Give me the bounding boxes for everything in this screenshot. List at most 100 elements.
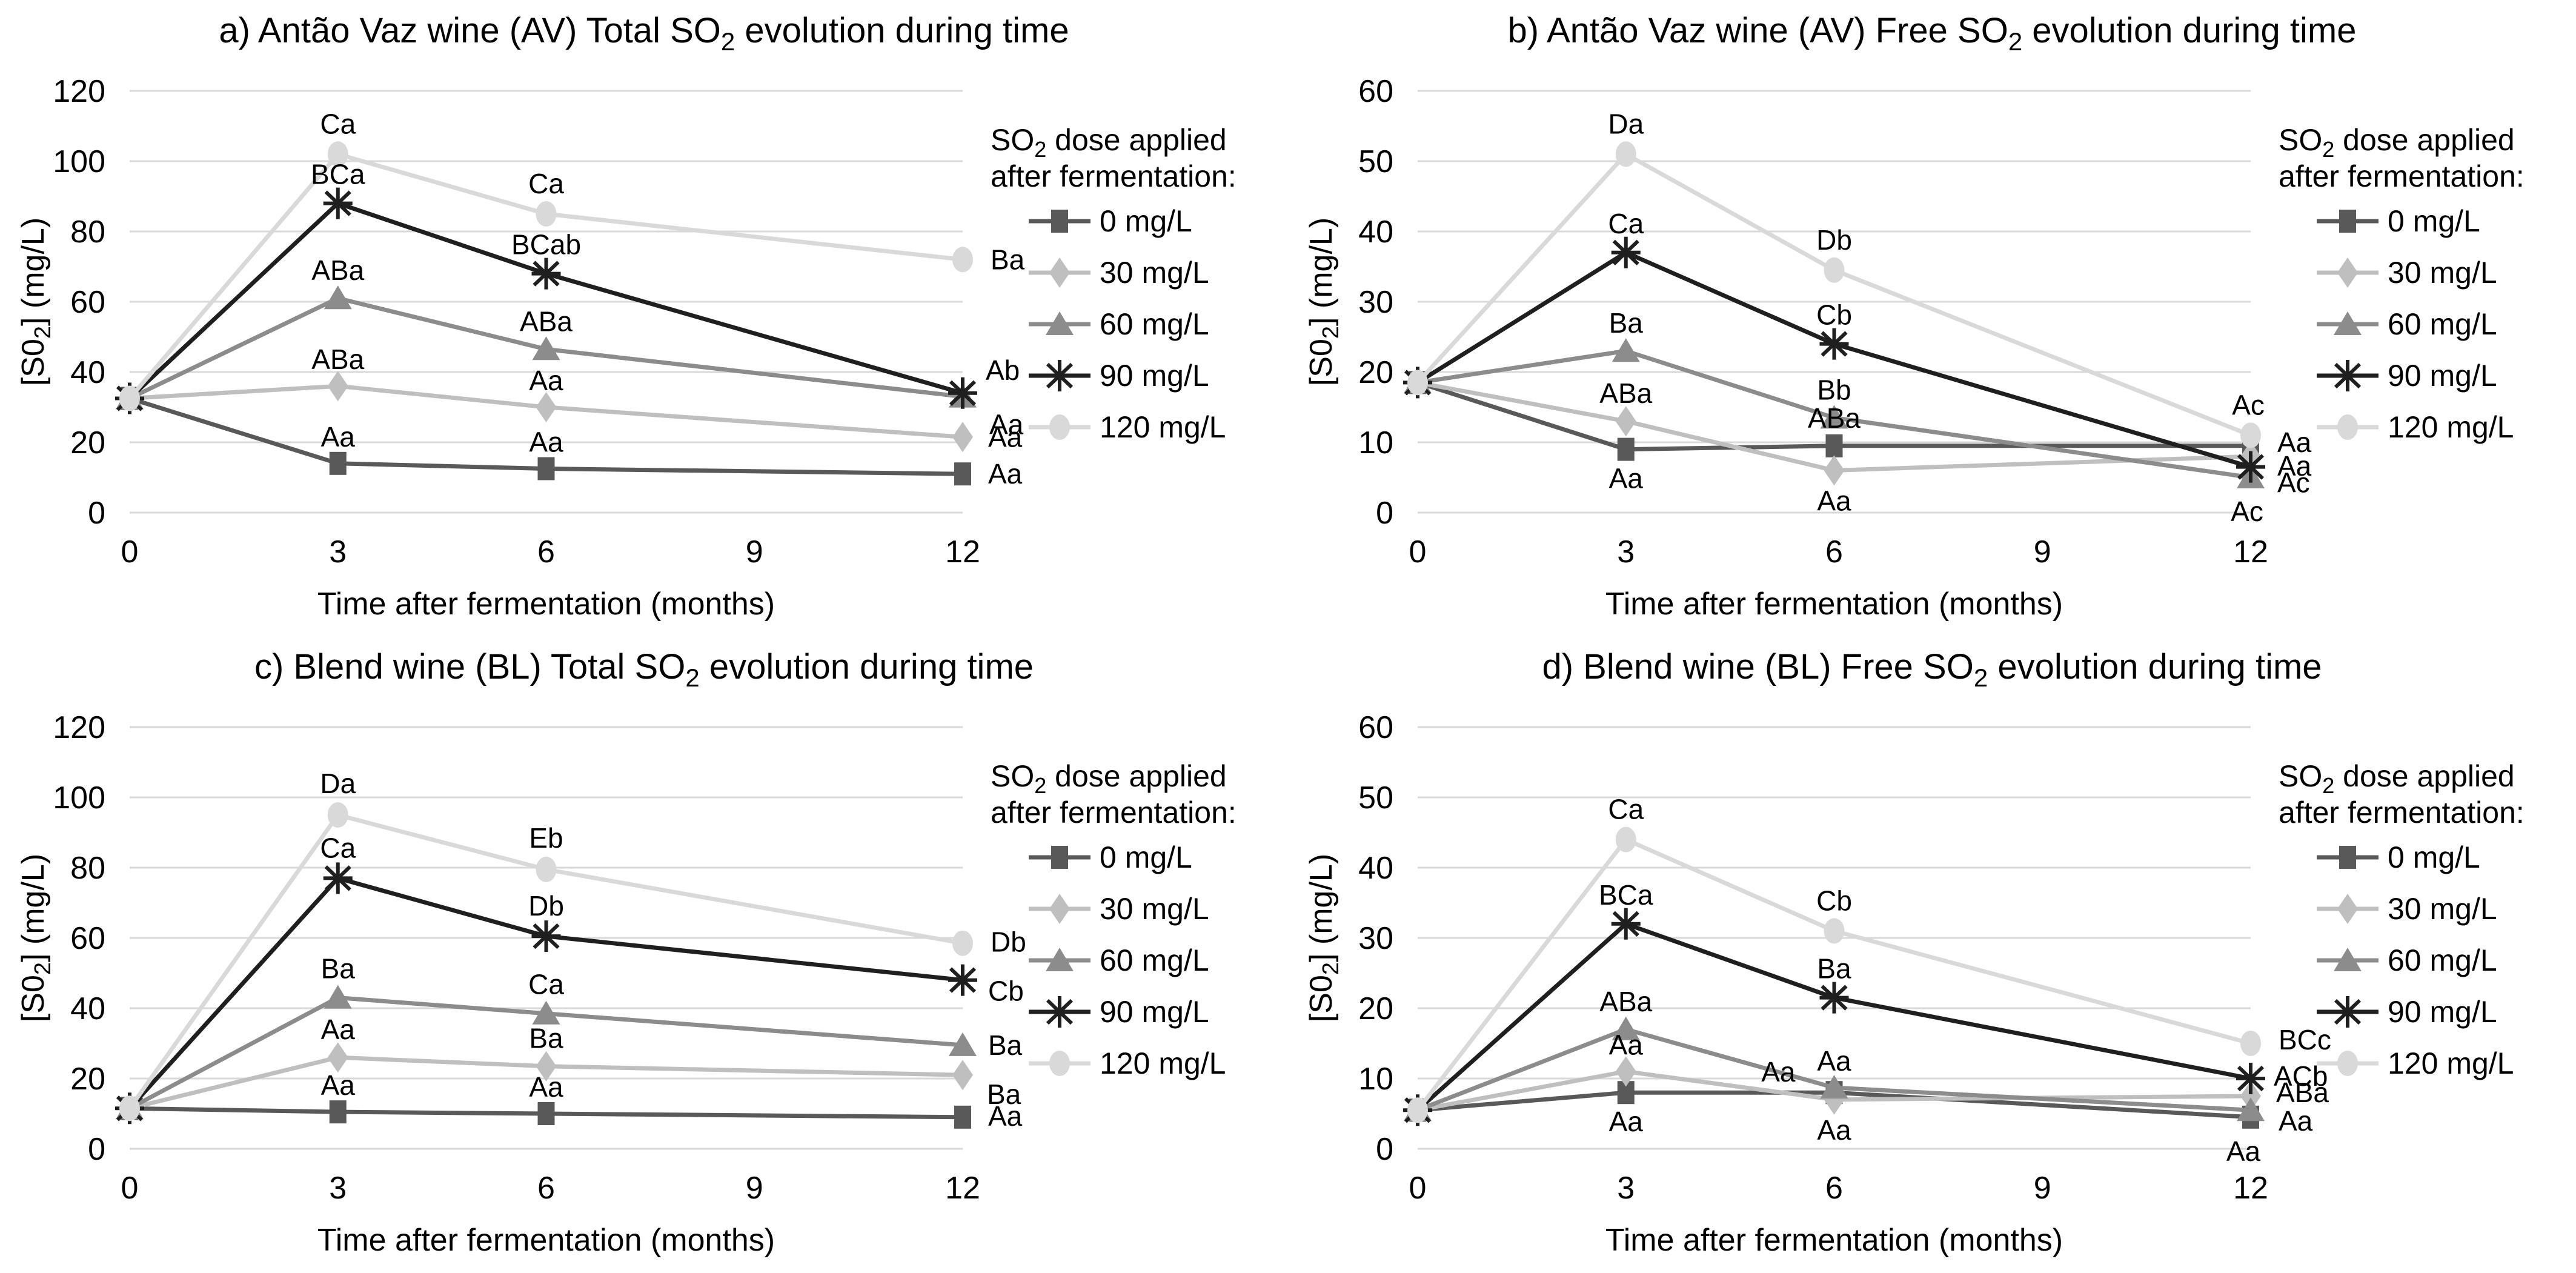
legend-item: 30 mg/L [1029, 256, 1209, 290]
y-axis-title: [S02] (mg/L) [16, 218, 56, 386]
marker-square [954, 1105, 971, 1129]
point-label: Ba [1817, 953, 1851, 985]
chart-a-svg: 0 20 40 60 80 100 120 0 3 6 9 12 Time after fermenta… [16, 11, 1237, 622]
circle-marker-shape [1407, 1097, 1428, 1123]
marker-diamond [952, 1060, 973, 1091]
diamond-marker-shape [2240, 1081, 2261, 1111]
legend-item-label: 60 mg/L [1100, 943, 1209, 977]
x-axis-tick-label: 6 [1825, 534, 1843, 570]
legend-item-label: 30 mg/L [2388, 256, 2497, 290]
legend-item-label: 90 mg/L [1100, 359, 1209, 393]
circle-marker-shape [1615, 141, 1636, 167]
circle-marker-shape [1824, 918, 1845, 944]
legend-title-line1: SO2 dose applied [2279, 123, 2515, 162]
point-label: BCa [1599, 879, 1653, 911]
marker-diamond [1615, 406, 1636, 437]
x-axis-tick-label: 3 [1617, 534, 1635, 570]
point-label: Ca [528, 168, 564, 199]
marker-triangle [2237, 1097, 2265, 1122]
triangle-marker-shape [1046, 311, 1074, 335]
point-label: Aa [1609, 1106, 1644, 1137]
marker-star [948, 377, 977, 409]
point-label: Aa [2279, 1105, 2313, 1137]
marker-star [2333, 360, 2362, 391]
point-label: Ca [1608, 794, 1644, 825]
diamond-marker-shape [2337, 258, 2358, 288]
marker-square [537, 457, 555, 480]
marker-triangle [532, 1000, 560, 1025]
marker-circle [2240, 422, 2261, 448]
marker-circle [1615, 826, 1636, 853]
legend-item-label: 120 mg/L [2388, 410, 2514, 444]
marker-star [1045, 996, 1074, 1028]
marker-diamond [2337, 258, 2358, 288]
marker-square [1051, 846, 1068, 869]
point-label: Ca [1608, 208, 1644, 239]
x-axis-tick-label: 0 [1409, 1171, 1427, 1206]
y-axis-tick-label: 120 [53, 710, 105, 745]
marker-square [1051, 210, 1068, 233]
legend-item-label: 120 mg/L [1100, 1046, 1226, 1080]
legend-item: 30 mg/L [1029, 892, 1209, 926]
legend-item: 60 mg/L [2317, 943, 2497, 977]
x-axis-tick-label: 3 [329, 534, 347, 570]
series-line-90-mg-L [128, 876, 963, 1110]
circle-marker-shape [327, 141, 348, 167]
y-axis-tick-label: 0 [88, 496, 105, 531]
legend-item: 30 mg/L [2317, 256, 2497, 290]
marker-triangle [1046, 311, 1074, 335]
point-label: Aa [321, 1069, 356, 1101]
point-label: BCa [311, 159, 365, 190]
point-label: Bb [1817, 374, 1851, 405]
legend-item-label: 90 mg/L [2388, 995, 2497, 1029]
legend-title-line2: after fermentation: [2279, 796, 2525, 829]
circle-marker-shape [1615, 826, 1636, 853]
point-label: Db [528, 890, 564, 922]
marker-circle [327, 141, 348, 167]
marker-triangle [1820, 405, 1848, 429]
series-line-60-mg-L [1416, 1027, 2251, 1112]
marker-circle [2240, 1031, 2261, 1056]
circle-marker-shape [2240, 422, 2261, 448]
point-label: Ba [321, 953, 356, 985]
y-axis-tick-label: 20 [70, 1062, 105, 1097]
y-axis-tick-label: 20 [1358, 991, 1393, 1026]
chart-c-svg: 0 20 40 60 80 100 120 0 3 6 9 12 Time after fermenta… [16, 647, 1237, 1258]
legend-item-label: 0 mg/L [1100, 840, 1192, 874]
y-axis-tick-label: 40 [70, 355, 105, 390]
triangle-marker-shape [2237, 1097, 2265, 1122]
square-marker-shape [1051, 210, 1068, 233]
y-axis-tick-label: 80 [70, 851, 105, 886]
marker-diamond [2240, 1081, 2261, 1111]
circle-marker-shape [2240, 1031, 2261, 1056]
y-axis-tick-label: 0 [1376, 496, 1393, 531]
x-axis-tick-label: 9 [2034, 534, 2051, 570]
diamond-marker-shape [952, 422, 973, 453]
marker-circle [1615, 141, 1636, 167]
triangle-marker-shape [1820, 1075, 1848, 1099]
x-axis-tick-label: 6 [537, 534, 555, 570]
diamond-marker-shape [2337, 894, 2358, 924]
marker-circle [1824, 918, 1845, 944]
point-label: BCc [2279, 1024, 2331, 1055]
diamond-marker-shape [536, 392, 557, 422]
legend-title-line2: after fermentation: [2279, 159, 2525, 193]
point-label: Aa [1817, 1045, 1851, 1077]
point-label: ABa [311, 344, 364, 375]
square-marker-shape [1051, 846, 1068, 869]
point-label: Cb [1816, 885, 1852, 916]
marker-square [1825, 434, 1843, 457]
series-line-60-mg-L [128, 995, 963, 1111]
point-label: ABa [1599, 986, 1652, 1017]
square-marker-shape [2339, 846, 2356, 869]
marker-diamond [2337, 894, 2358, 924]
y-axis-tick-label: 50 [1358, 144, 1393, 179]
legend-item: 0 mg/L [1029, 204, 1192, 238]
circle-marker-shape [119, 1095, 140, 1122]
series-line-90-mg-L [1416, 250, 2251, 469]
x-axis-tick-label: 9 [2034, 1171, 2051, 1206]
triangle-marker-shape [532, 336, 560, 361]
marker-star [1045, 360, 1074, 391]
